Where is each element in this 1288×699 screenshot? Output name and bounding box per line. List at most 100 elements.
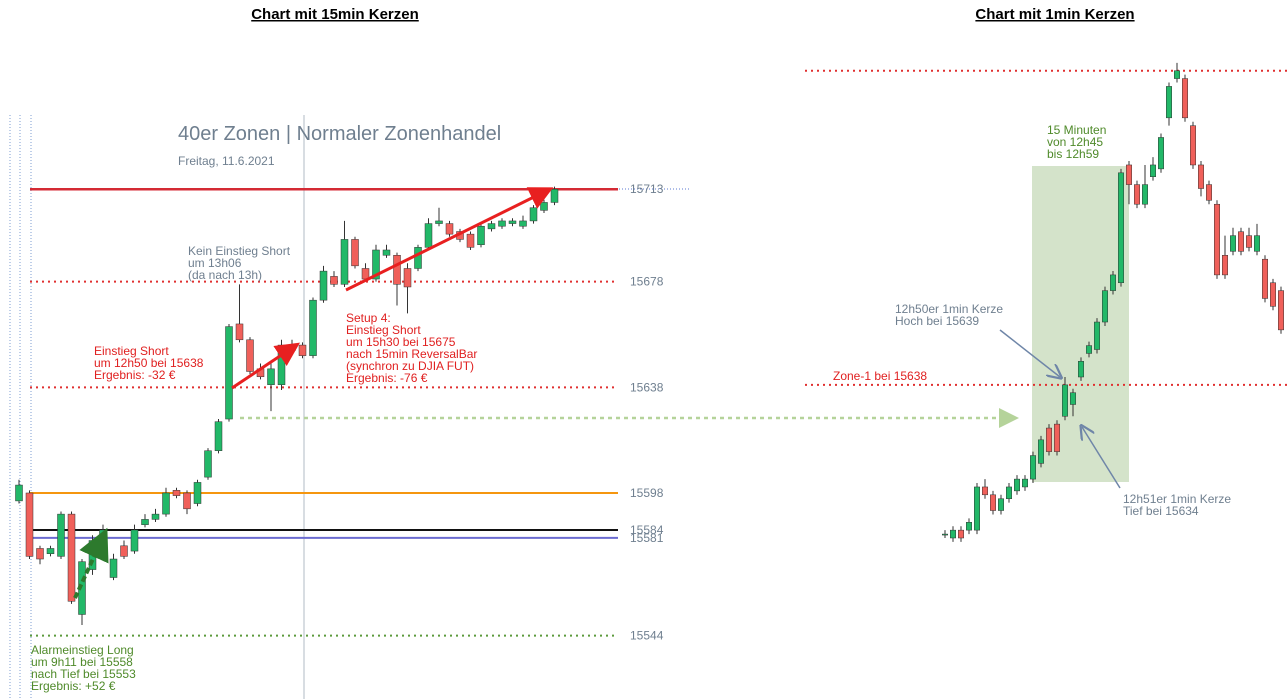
annotation: Alarmeinstieg Long <box>31 643 134 657</box>
candle-body <box>393 255 401 285</box>
candle-body <box>487 223 496 230</box>
candle-body <box>1174 70 1180 79</box>
candle-body <box>435 220 443 224</box>
candle-body <box>183 492 191 510</box>
candle-body <box>15 484 23 502</box>
level-label: 15584 <box>630 523 664 537</box>
annotation: Tief bei 15634 <box>1123 504 1199 518</box>
candle-body <box>1158 137 1164 170</box>
candle-body <box>942 533 948 536</box>
candle-body <box>319 270 328 301</box>
candle-body <box>1054 423 1060 452</box>
annotation: um 15h30 bei 15675 <box>346 335 456 349</box>
candle-body <box>36 548 44 560</box>
candle-body <box>1062 384 1068 417</box>
candle-body <box>298 344 307 356</box>
candle-body <box>57 513 65 557</box>
candle-body <box>351 239 359 267</box>
candle-body <box>130 529 139 552</box>
annotation: bis 12h59 <box>1047 147 1099 161</box>
annotation: 15 Minuten <box>1047 123 1106 137</box>
candle-body <box>1110 274 1116 291</box>
candle-body <box>151 513 160 520</box>
candle-body <box>193 482 202 504</box>
candle-body <box>1270 282 1276 307</box>
candle-body <box>1190 125 1196 166</box>
candle-body <box>109 558 118 578</box>
annotation: Ergebnis: -76 € <box>346 371 428 385</box>
candle-body <box>67 513 76 602</box>
annotation: um 13h06 <box>188 256 242 270</box>
candle-body <box>477 225 485 245</box>
decor <box>9 115 1129 699</box>
candle-body <box>1006 486 1012 499</box>
annotation: nach Tief bei 15553 <box>31 667 136 681</box>
candle-body <box>498 220 506 227</box>
candle-body <box>1022 478 1028 488</box>
annotation: Zone-1 bei 15638 <box>833 369 927 383</box>
candle-body <box>225 326 233 420</box>
candle-body <box>1254 235 1260 252</box>
annotation: Einstieg Short <box>94 344 169 358</box>
candle-body <box>46 548 55 554</box>
annotation: Hoch bei 15639 <box>895 314 979 328</box>
candle-body <box>1150 164 1156 177</box>
candle-body <box>990 494 996 511</box>
candle-body <box>172 490 181 496</box>
candle-body <box>1198 164 1204 189</box>
annotation: 12h51er 1min Kerze <box>1123 492 1231 506</box>
candle-body <box>330 276 338 285</box>
candle-body <box>1222 255 1228 276</box>
candle-body <box>1182 78 1188 119</box>
annotation: um 12h50 bei 15638 <box>94 356 204 370</box>
annotation: Einstieg Short <box>346 323 421 337</box>
candle-body <box>382 249 391 256</box>
candle-body <box>141 519 149 525</box>
candle-body <box>974 486 980 531</box>
candle-body <box>1102 290 1108 323</box>
candle-body <box>950 529 956 539</box>
candle-body <box>1142 184 1148 205</box>
candle-body <box>1238 231 1244 252</box>
candle-body <box>958 529 964 539</box>
annotation: 12h50er 1min Kerze <box>895 302 1003 316</box>
candle-body <box>414 247 422 269</box>
candle-body <box>246 339 254 372</box>
candle-body <box>1086 345 1092 354</box>
chart-title: Chart mit 1min Kerzen <box>975 6 1134 23</box>
level-label: 15544 <box>630 629 664 643</box>
candle-body <box>25 492 34 557</box>
candle-body <box>529 207 538 222</box>
candle-body <box>309 299 317 356</box>
candle-body <box>1230 235 1236 252</box>
arrows <box>73 187 1121 599</box>
level-label: 15678 <box>630 275 664 289</box>
level-label: 15638 <box>630 380 664 394</box>
chart-subtitle: 40er Zonen | Normaler Zonenhandel <box>178 123 501 145</box>
candle-body <box>403 268 412 288</box>
candle-body <box>1118 172 1124 284</box>
candle-body <box>966 522 972 531</box>
candle-body <box>1038 439 1044 464</box>
level-label: 15581 <box>630 531 664 545</box>
chart-title: Chart mit 15min Kerzen <box>251 6 419 23</box>
candle-body <box>1166 86 1172 119</box>
annotation: Setup 4: <box>346 311 391 325</box>
candle-body <box>204 450 212 478</box>
candle-body <box>277 344 286 385</box>
candle-body <box>1094 321 1100 350</box>
candle-body <box>550 188 559 203</box>
candle-body <box>1126 164 1132 185</box>
candle-body <box>1070 392 1076 405</box>
candle-body <box>1278 290 1284 331</box>
candle-body <box>214 421 223 451</box>
candle-body <box>1030 455 1036 480</box>
candle-body <box>1134 184 1140 205</box>
candle-body <box>1046 427 1052 452</box>
candle-body <box>519 220 527 227</box>
candle-body <box>235 323 244 341</box>
candle-body <box>1214 203 1220 276</box>
chart-date: Freitag, 11.6.2021 <box>178 154 275 168</box>
candle-body <box>445 223 454 235</box>
